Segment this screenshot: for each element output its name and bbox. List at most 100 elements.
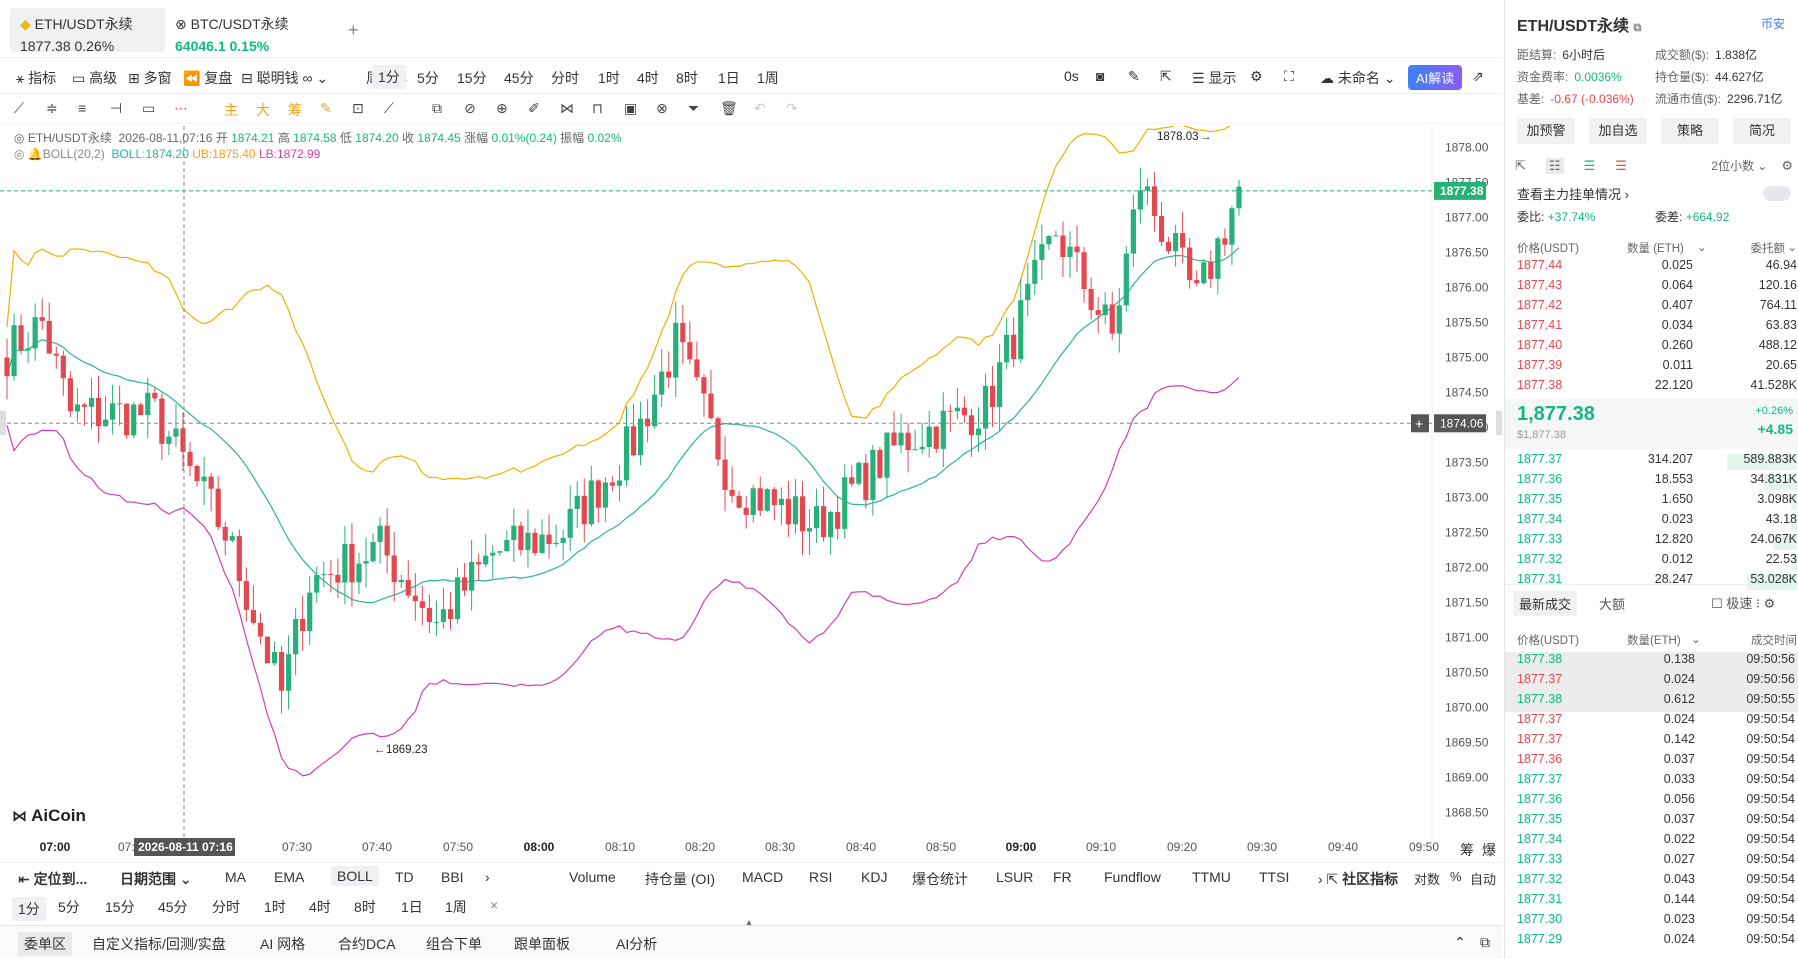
ask-row[interactable]: 1877.38 22.120 41.528K <box>1517 378 1797 392</box>
more-main-icon[interactable]: › <box>485 869 490 885</box>
sub-indicator-1[interactable]: Volume <box>569 869 616 885</box>
parallel-tool-icon[interactable]: ≑ <box>46 100 58 116</box>
bid-row[interactable]: 1877.32 0.012 22.53 <box>1517 552 1797 572</box>
auto-toggle[interactable]: 自动 <box>1470 872 1497 887</box>
undo-icon[interactable]: ↶ <box>754 100 766 116</box>
bottom-interval-4[interactable]: 45分 <box>158 899 188 915</box>
copy-icon[interactable]: ⧉ <box>432 100 442 116</box>
chain-icon[interactable]: ⊗ <box>656 100 668 116</box>
add-alert-icon[interactable] <box>1411 414 1429 433</box>
sub-indicator-11[interactable]: TTSI <box>1259 869 1290 885</box>
line-tool-icon[interactable]: ⟋ <box>14 100 24 116</box>
bid-row[interactable]: 1877.34 0.023 43.18 <box>1517 512 1797 532</box>
interval-3[interactable]: 15分 <box>457 70 487 86</box>
action-button-2[interactable]: 加自选 <box>1589 118 1647 144</box>
main-orders-link[interactable]: 查看主力挂单情况 › <box>1517 187 1629 202</box>
bottom-tab-7[interactable]: AI分析 <box>616 936 658 952</box>
main-indicator-bbi[interactable]: BBI <box>441 869 464 885</box>
expand-icon[interactable]: ⇗ <box>1472 68 1484 84</box>
bottom-interval-3[interactable]: 15分 <box>105 899 135 915</box>
bottom-interval-7[interactable]: 4时 <box>309 899 331 915</box>
camera-icon[interactable]: ◙ <box>1096 68 1105 84</box>
bottom-interval-10[interactable]: 1周 <box>445 899 467 915</box>
bid-row[interactable]: 1877.33 12.820 24.067K <box>1517 532 1797 552</box>
trash-icon[interactable]: 🗑 <box>720 100 738 116</box>
bottom-tab-6[interactable]: 跟单面板 <box>514 936 570 952</box>
popout-icon[interactable]: ⇱ <box>1515 157 1526 173</box>
interval-7[interactable]: 4时 <box>637 70 659 86</box>
close-icon[interactable]: × <box>490 897 499 913</box>
interval-10[interactable]: 1周 <box>757 70 779 86</box>
share-icon[interactable]: ⇱ <box>1160 68 1172 84</box>
action-button-1[interactable]: 加预警 <box>1517 118 1575 144</box>
bottom-interval-1[interactable]: 1分 <box>12 897 46 921</box>
collapse-icon[interactable]: ▲ <box>744 918 754 929</box>
rect-tool-icon[interactable]: ▭ <box>142 100 156 116</box>
settings-icon[interactable]: ⚙ <box>1781 157 1793 173</box>
bid-row[interactable]: 1877.37 314.207 589.883K <box>1517 452 1797 472</box>
save-icon[interactable]: ▣ <box>624 100 638 116</box>
copy-icon[interactable]: ⧉ <box>1633 22 1642 34</box>
layout-dropdown[interactable]: ☁ 未命名 ⌄ <box>1320 70 1396 86</box>
edit-tool-icon[interactable]: ✎ <box>320 100 332 116</box>
zoom-icon[interactable]: ⊕ <box>496 100 508 116</box>
tab-large-trades[interactable]: 大额 <box>1599 597 1626 612</box>
lock-icon[interactable]: ⊓ <box>592 100 603 116</box>
redo-icon[interactable]: ↷ <box>786 100 798 116</box>
bottom-interval-8[interactable]: 8时 <box>354 899 376 915</box>
action-button-3[interactable]: 策略 <box>1661 118 1719 144</box>
liquidation-toggle[interactable]: 爆 <box>1482 842 1496 858</box>
ask-row[interactable]: 1877.42 0.407 764.11 <box>1517 298 1797 312</box>
sub-indicator-9[interactable]: Fundflow <box>1104 869 1161 885</box>
bottom-tab-3[interactable]: AI 网格 <box>260 936 306 952</box>
smart-money-button[interactable]: ⊟ 聪明钱 ∞ ⌄ <box>241 70 329 86</box>
chevron-up-icon[interactable]: ⌃ <box>1454 934 1466 950</box>
main-indicator-ma[interactable]: MA <box>225 869 246 885</box>
sub-indicator-7[interactable]: LSUR <box>996 869 1034 885</box>
bottom-tab-5[interactable]: 组合下单 <box>426 936 482 952</box>
sub-indicator-4[interactable]: RSI <box>809 869 833 885</box>
exchange-link[interactable]: 币安 <box>1761 17 1786 31</box>
bottom-tab-1[interactable]: 委单区 <box>18 932 72 956</box>
pen-icon[interactable]: ✎ <box>1128 68 1140 84</box>
interval-1[interactable]: 1分 <box>372 65 406 89</box>
tab-btc[interactable]: ⊗ BTC/USDT永续 64046.1 0.15% <box>165 8 325 54</box>
add-tab-icon[interactable]: + <box>348 20 359 40</box>
replay-button[interactable]: ⏪ 复盘 <box>183 70 233 86</box>
book-asks-icon[interactable]: ☰ <box>1615 157 1627 173</box>
left-scroll-handle[interactable] <box>0 411 6 435</box>
path-tool-icon[interactable]: ⋯ <box>174 100 188 116</box>
ask-row[interactable]: 1877.39 0.011 20.65 <box>1517 358 1797 372</box>
sub-indicator-6[interactable]: 爆仓统计 <box>912 871 968 887</box>
ask-row[interactable]: 1877.41 0.034 63.83 <box>1517 318 1797 332</box>
main-force-icon[interactable]: 主 <box>224 102 238 118</box>
book-bids-icon[interactable]: ☰ <box>1583 157 1596 173</box>
advanced-button[interactable]: ▭ 高级 <box>72 70 118 86</box>
ruler-icon[interactable]: ⊘ <box>464 100 476 116</box>
hline-tool-icon[interactable]: ≡ <box>78 100 87 116</box>
sub-indicator-8[interactable]: FR <box>1053 869 1072 885</box>
bottom-interval-9[interactable]: 1日 <box>401 899 423 915</box>
close-icon[interactable]: ⊗ <box>175 16 187 32</box>
magnet-icon[interactable]: ⊡ <box>352 100 364 116</box>
display-button[interactable]: ☰ 显示 <box>1192 70 1237 86</box>
bottom-tab-2[interactable]: 自定义指标/回测/实盘 <box>92 936 226 952</box>
chip-icon[interactable]: 筹 <box>288 102 302 118</box>
main-indicator-boll[interactable]: BOLL <box>331 866 379 886</box>
bid-row[interactable]: 1877.36 18.553 34.831K <box>1517 472 1797 492</box>
brush-icon[interactable]: ⟋ <box>384 100 394 116</box>
bottom-interval-2[interactable]: 5分 <box>58 899 80 915</box>
ask-row[interactable]: 1877.44 0.025 46.94 <box>1517 258 1797 272</box>
ask-row[interactable]: 1877.43 0.064 120.16 <box>1517 278 1797 292</box>
indicators-button[interactable]: ⚹ 指标 <box>16 70 57 86</box>
ask-row[interactable]: 1877.40 0.260 488.12 <box>1517 338 1797 352</box>
boll-toggle-icon[interactable]: ◎ 🔔 <box>14 147 43 161</box>
interval-2[interactable]: 5分 <box>417 70 439 86</box>
action-button-4[interactable]: 简况 <box>1733 118 1791 144</box>
interval-5[interactable]: 分时 <box>551 70 579 86</box>
locate-button[interactable]: ⇤ 定位到... <box>18 871 88 887</box>
bottom-tab-4[interactable]: 合约DCA <box>338 936 396 952</box>
interval-9[interactable]: 1日 <box>718 70 740 86</box>
bid-row[interactable]: 1877.31 28.247 53.028K <box>1517 572 1797 592</box>
bottom-interval-6[interactable]: 1时 <box>264 899 286 915</box>
